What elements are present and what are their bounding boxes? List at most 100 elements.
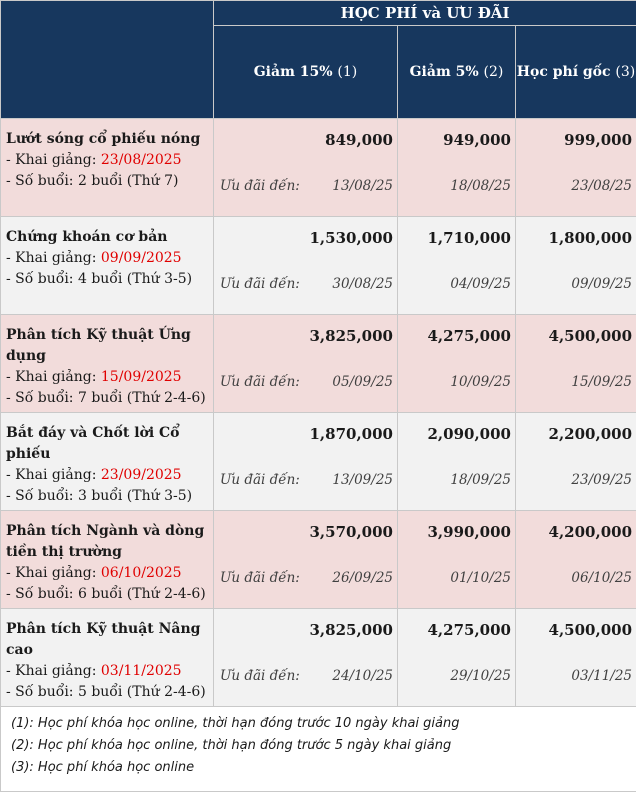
price-value: 4,275,000 (427, 621, 511, 639)
price-value: 1,710,000 (427, 229, 511, 247)
footnote-3: (3): Học phí khóa học online (11, 757, 626, 779)
deadline-date: 13/08/25 (332, 178, 393, 194)
price-value: 1,870,000 (309, 425, 393, 443)
course-start: - Khai giảng: 09/09/2025 (6, 248, 209, 269)
deadline-label: Ưu đãi đến: (220, 472, 300, 488)
deadline-date: 18/08/25 (450, 178, 511, 194)
start-date: 09/09/2025 (101, 250, 182, 266)
price-value: 3,570,000 (309, 523, 393, 541)
course-sessions: - Số buổi: 7 buổi (Thứ 2-4-6) (6, 388, 209, 409)
col-mark: (2) (484, 64, 504, 80)
course-name: Chứng khoán cơ bản (6, 227, 209, 248)
start-label: - Khai giảng: (6, 369, 101, 385)
course-sessions: - Số buổi: 5 buổi (Thứ 2-4-6) (6, 682, 209, 703)
course-sessions: - Số buổi: 6 buổi (Thứ 2-4-6) (6, 584, 209, 605)
deadline-label: Ưu đãi đến: (220, 276, 300, 292)
start-label: - Khai giảng: (6, 565, 101, 581)
course-info: Phân tích Kỹ thuật Ứng dụng - Khai giảng… (1, 315, 214, 413)
col-label: Giảm 5% (410, 64, 479, 80)
course-info: Lướt sóng cổ phiếu nóng - Khai giảng: 23… (1, 119, 214, 217)
price-cell-discount5: 3,990,000 01/10/25 (398, 511, 516, 609)
course-start: - Khai giảng: 06/10/2025 (6, 563, 209, 584)
deadline-label: Ưu đãi đến: (220, 668, 300, 684)
course-sessions: - Số buổi: 4 buổi (Thứ 3-5) (6, 269, 209, 290)
header-col-discount15: Giảm 15% (1) (214, 26, 398, 119)
table-row: Phân tích Kỹ thuật Nâng cao - Khai giảng… (1, 609, 636, 707)
deadline-date: 05/09/25 (332, 374, 393, 390)
price-cell-full: 999,000 23/08/25 (516, 119, 636, 217)
course-name: Phân tích Kỹ thuật Ứng dụng (6, 325, 209, 367)
start-date: 15/09/2025 (101, 369, 182, 385)
notes-row: (1): Học phí khóa học online, thời hạn đ… (1, 707, 636, 792)
start-date: 03/11/2025 (101, 663, 182, 679)
price-cell-discount5: 2,090,000 18/09/25 (398, 413, 516, 511)
col-label: Giảm 15% (254, 64, 333, 80)
price-value: 1,800,000 (549, 229, 633, 247)
deadline-date: 10/09/25 (450, 374, 511, 390)
table-row: Phân tích Kỹ thuật Ứng dụng - Khai giảng… (1, 315, 636, 413)
course-sessions: - Số buổi: 2 buổi (Thứ 7) (6, 171, 209, 192)
col-label: Học phí gốc (517, 64, 611, 80)
deadline-date: 03/11/25 (571, 668, 632, 684)
course-info: Chứng khoán cơ bản - Khai giảng: 09/09/2… (1, 217, 214, 315)
deadline-date: 13/09/25 (332, 472, 393, 488)
price-value: 4,500,000 (549, 621, 633, 639)
deadline-label: Ưu đãi đến: (220, 374, 300, 390)
table-row: Bắt đáy và Chốt lời Cổ phiếu - Khai giản… (1, 413, 636, 511)
deadline-date: 24/10/25 (332, 668, 393, 684)
deadline-label: Ưu đãi đến: (220, 570, 300, 586)
col-mark: (3) (615, 64, 635, 80)
course-name: Bắt đáy và Chốt lời Cổ phiếu (6, 423, 209, 465)
course-info: Bắt đáy và Chốt lời Cổ phiếu - Khai giản… (1, 413, 214, 511)
price-cell-discount15: 3,825,000 Ưu đãi đến: 05/09/25 (214, 315, 398, 413)
deadline-date: 23/09/25 (571, 472, 632, 488)
price-value: 4,200,000 (549, 523, 633, 541)
footnotes: (1): Học phí khóa học online, thời hạn đ… (1, 707, 636, 792)
deadline-date: 23/08/25 (571, 178, 632, 194)
course-info: Phân tích Kỹ thuật Nâng cao - Khai giảng… (1, 609, 214, 707)
course-info: Phân tích Ngành và dòng tiền thị trường … (1, 511, 214, 609)
price-value: 2,200,000 (549, 425, 633, 443)
table-row: Chứng khoán cơ bản - Khai giảng: 09/09/2… (1, 217, 636, 315)
price-value: 4,500,000 (549, 327, 633, 345)
start-label: - Khai giảng: (6, 663, 101, 679)
price-cell-full: 4,200,000 06/10/25 (516, 511, 636, 609)
header-col-full-price: Học phí gốc (3) (516, 26, 636, 119)
header-col-discount5: Giảm 5% (2) (398, 26, 516, 119)
start-label: - Khai giảng: (6, 467, 101, 483)
deadline-date: 26/09/25 (332, 570, 393, 586)
price-value: 2,090,000 (427, 425, 511, 443)
price-cell-full: 4,500,000 03/11/25 (516, 609, 636, 707)
deadline-date: 18/09/25 (450, 472, 511, 488)
price-value: 999,000 (564, 131, 632, 149)
price-value: 949,000 (443, 131, 511, 149)
course-name: Lướt sóng cổ phiếu nóng (6, 129, 209, 150)
col-mark: (1) (337, 64, 357, 80)
deadline-date: 01/10/25 (450, 570, 511, 586)
header-blank-cell (1, 1, 214, 119)
course-name: Phân tích Kỹ thuật Nâng cao (6, 619, 209, 661)
deadline-date: 06/10/25 (571, 570, 632, 586)
price-value: 3,990,000 (427, 523, 511, 541)
price-cell-discount15: 1,870,000 Ưu đãi đến: 13/09/25 (214, 413, 398, 511)
deadline-date: 15/09/25 (571, 374, 632, 390)
table-row: Lướt sóng cổ phiếu nóng - Khai giảng: 23… (1, 119, 636, 217)
deadline-label: Ưu đãi đến: (220, 178, 300, 194)
price-value: 3,825,000 (309, 327, 393, 345)
start-date: 23/08/2025 (101, 152, 182, 168)
deadline-date: 30/08/25 (332, 276, 393, 292)
price-cell-discount15: 3,825,000 Ưu đãi đến: 24/10/25 (214, 609, 398, 707)
price-cell-discount5: 4,275,000 29/10/25 (398, 609, 516, 707)
price-value: 3,825,000 (309, 621, 393, 639)
course-start: - Khai giảng: 15/09/2025 (6, 367, 209, 388)
start-label: - Khai giảng: (6, 152, 101, 168)
deadline-date: 29/10/25 (450, 668, 511, 684)
price-cell-discount5: 949,000 18/08/25 (398, 119, 516, 217)
header-title: HỌC PHÍ và ƯU ĐÃI (214, 1, 636, 26)
price-value: 1,530,000 (309, 229, 393, 247)
price-cell-full: 4,500,000 15/09/25 (516, 315, 636, 413)
